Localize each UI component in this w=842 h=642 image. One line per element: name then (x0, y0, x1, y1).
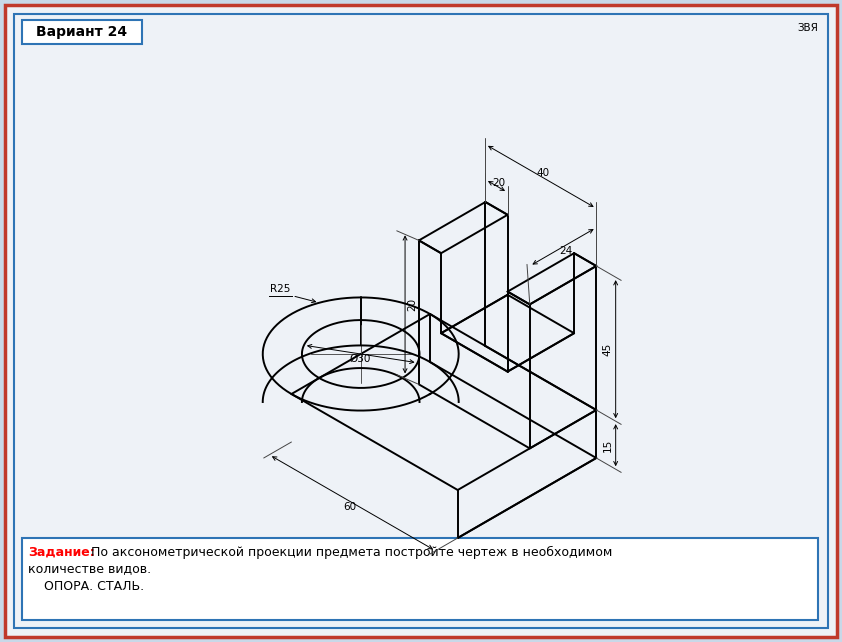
Text: ОПОРА. СТАЛЬ.: ОПОРА. СТАЛЬ. (28, 580, 144, 593)
Text: количестве видов.: количестве видов. (28, 562, 151, 575)
Text: По аксонометрической проекции предмета постройте чертеж в необходимом: По аксонометрической проекции предмета п… (87, 546, 612, 559)
Text: Вариант 24: Вариант 24 (36, 25, 127, 39)
Text: 40: 40 (536, 168, 550, 178)
Text: 20: 20 (492, 178, 505, 187)
Text: ЗВЯ: ЗВЯ (797, 23, 818, 33)
Text: 60: 60 (344, 502, 356, 512)
Text: Задание:: Задание: (28, 546, 95, 559)
Bar (22, 20, 142, 44)
Text: 20: 20 (407, 298, 417, 311)
Text: 45: 45 (603, 343, 613, 356)
Bar (22, 538, 818, 620)
Text: 15: 15 (603, 438, 613, 452)
Text: 24: 24 (559, 246, 573, 256)
Text: Ø30: Ø30 (349, 354, 370, 364)
Text: R25: R25 (270, 284, 290, 294)
